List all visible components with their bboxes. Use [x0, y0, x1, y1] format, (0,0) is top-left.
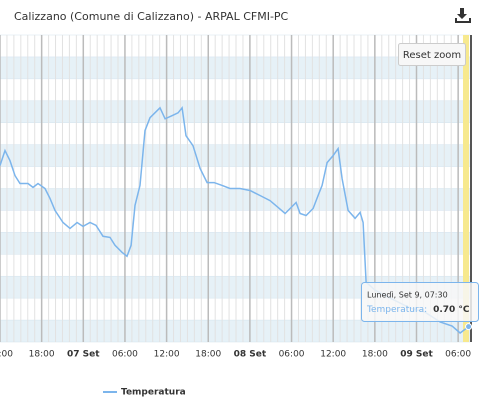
legend-label[interactable]: Temperatura — [121, 388, 186, 398]
reset-zoom-label[interactable]: Reset zoom — [403, 50, 461, 61]
tooltip-value: 0.70 °C — [433, 305, 470, 315]
x-tick-label: 18:00 — [362, 350, 388, 360]
x-tick-label: 06:00 — [279, 350, 305, 360]
tooltip-box — [361, 282, 479, 322]
x-tick-label: 06:00 — [445, 350, 471, 360]
series — [0, 105, 472, 334]
band — [0, 320, 470, 342]
legend[interactable]: Temperatura — [103, 388, 186, 398]
chart-title: Calizzano (Comune di Calizzano) - ARPAL … — [14, 10, 289, 23]
x-tick-label: 09 Set — [400, 350, 433, 360]
hover-point — [465, 323, 472, 331]
x-tick-label: 12:00 — [320, 350, 346, 360]
tooltip: Lunedì, Set 9, 07:30 Temperatura: 0.70 °… — [361, 282, 479, 322]
band — [0, 276, 470, 299]
x-tick-label: 08 Set — [234, 350, 267, 360]
x-tick-label: 06:00 — [112, 350, 138, 360]
reset-zoom-button[interactable]: Reset zoom — [398, 43, 466, 66]
x-tick-label: 12:00 — [154, 350, 180, 360]
plot-edge — [470, 35, 472, 342]
x-tick-label: 18:00 — [29, 350, 55, 360]
band — [0, 100, 470, 123]
export-button[interactable] — [452, 6, 474, 26]
x-tick-label: 07 Set — [67, 350, 100, 360]
now-band — [463, 35, 469, 342]
band — [0, 144, 470, 167]
tooltip-title: Lunedì, Set 9, 07:30 — [367, 291, 448, 300]
reset-zoom-bg[interactable] — [398, 43, 466, 66]
series-line — [0, 105, 470, 334]
export-icon[interactable] — [455, 8, 471, 23]
x-tick-label: 12:00 — [0, 350, 13, 360]
band — [0, 188, 470, 211]
tooltip-line: Temperatura: 0.70 °C — [366, 305, 470, 315]
band — [0, 232, 470, 255]
tooltip-series: Temperatura: — [366, 305, 427, 315]
x-axis: 12:00 18:00 07 Set 06:00 12:00 18:00 08 Set 06:… — [0, 350, 471, 360]
band — [0, 56, 470, 79]
x-tick-label: 18:00 — [195, 350, 221, 360]
